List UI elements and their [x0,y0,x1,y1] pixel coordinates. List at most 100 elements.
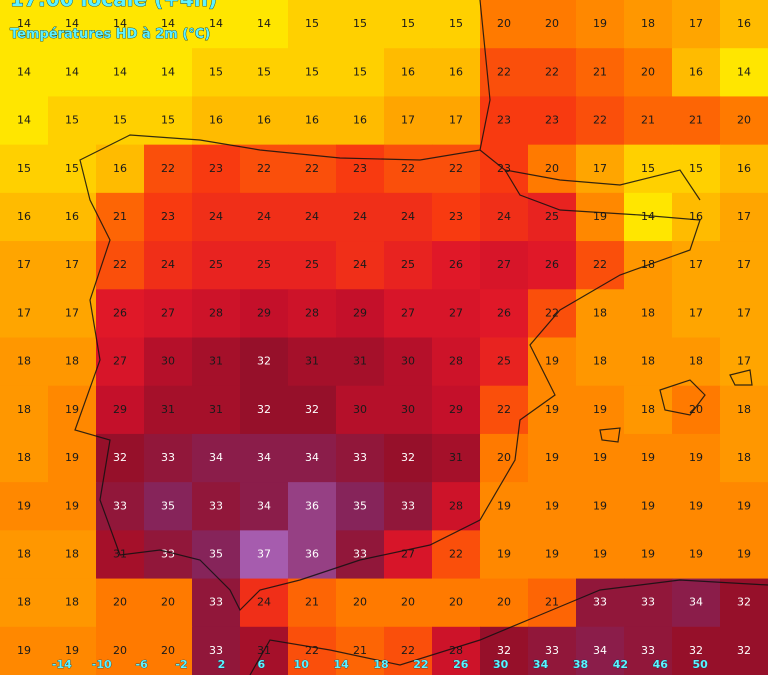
temperature-cell [336,241,385,290]
temperature-value: 17 [689,306,703,319]
temperature-value: 19 [65,403,79,416]
temperature-cell [336,144,385,194]
temperature-value: 22 [305,162,319,175]
temperature-value: 34 [257,499,271,512]
temperature-value: 19 [593,17,607,30]
temperature-cell [96,337,145,387]
temperature-value: 34 [209,451,223,464]
temperature-value: 20 [641,65,655,78]
temperature-cell [48,144,97,194]
temperature-value: 19 [593,499,607,512]
temperature-cell [576,0,625,49]
temperature-value: 22 [449,162,463,175]
temperature-value: 15 [65,162,79,175]
temperature-cell [48,530,97,580]
temperature-value: 31 [449,451,463,464]
temperature-value: 23 [545,114,559,127]
temperature-value: 17 [17,306,31,319]
temperature-cell [480,48,529,97]
temperature-cell [624,578,673,628]
longitude-label: 14 [333,658,349,671]
temperature-cell [720,482,768,531]
temperature-value: 20 [497,17,511,30]
temperature-cell [384,0,433,49]
temperature-cell [720,48,768,97]
temperature-value: 14 [161,17,175,30]
temperature-cell [432,289,481,338]
temperature-value: 18 [65,596,79,609]
temperature-cell [672,482,721,531]
temperature-cell [96,96,145,146]
temperature-cell [528,626,577,675]
temperature-value: 23 [497,162,511,175]
temperature-value: 23 [449,210,463,223]
temperature-value: 22 [401,162,415,175]
temperature-cell [432,482,481,531]
temperature-value: 18 [593,355,607,368]
temperature-value: 14 [257,17,271,30]
temperature-value: 19 [641,499,655,512]
temperature-cell [240,289,289,338]
temperature-cell [528,482,577,531]
temperature-value: 22 [401,644,415,657]
temperature-cell [432,241,481,290]
temperature-value: 16 [305,114,319,127]
temperature-cell [720,626,768,675]
longitude-label: 34 [533,658,549,671]
temperature-cell [240,578,289,628]
temperature-cell [528,48,577,97]
temperature-cell [288,48,337,97]
temperature-value: 16 [449,65,463,78]
temperature-value: 18 [17,596,31,609]
temperature-cell [144,48,193,97]
temperature-value: 18 [65,547,79,560]
temperature-cell [720,289,768,338]
temperature-value: 16 [401,65,415,78]
temperature-cell [528,144,577,194]
temperature-cell [96,192,145,242]
temperature-cell [624,144,673,194]
temperature-value: 21 [545,596,559,609]
temperature-cell [672,385,721,435]
temperature-cell [96,482,145,531]
temperature-cell [576,626,625,675]
temperature-value: 21 [689,114,703,127]
temperature-cell [432,192,481,242]
longitude-label: -10 [92,658,112,671]
temperature-cell [432,530,481,580]
temperature-cell [144,433,193,483]
temperature-cell [48,578,97,628]
temperature-value: 33 [161,547,175,560]
temperature-value: 17 [737,210,751,223]
temperature-value: 15 [305,17,319,30]
temperature-cell [192,144,241,194]
temperature-value: 16 [113,162,127,175]
temperature-value: 19 [17,644,31,657]
temperature-value: 20 [449,596,463,609]
temperature-cell [0,192,49,242]
temperature-value: 19 [497,547,511,560]
temperature-value: 19 [641,547,655,560]
temperature-cell [720,241,768,290]
temperature-cell [672,289,721,338]
temperature-value: 36 [305,547,319,560]
temperature-cell [0,96,49,146]
temperature-cell [528,241,577,290]
temperature-cell [336,48,385,97]
temperature-value: 14 [737,65,751,78]
temperature-value: 20 [545,162,559,175]
temperature-cell [720,433,768,483]
temperature-cell [0,385,49,435]
temperature-cell [240,0,289,49]
temperature-value: 17 [689,258,703,271]
temperature-cell [624,626,673,675]
temperature-value: 18 [737,451,751,464]
temperature-value: 31 [353,355,367,368]
temperature-value: 33 [641,596,655,609]
temperature-value: 24 [161,258,175,271]
temperature-value: 16 [353,114,367,127]
temperature-cell [384,337,433,387]
temperature-value: 22 [593,114,607,127]
france-outline [479,0,701,201]
